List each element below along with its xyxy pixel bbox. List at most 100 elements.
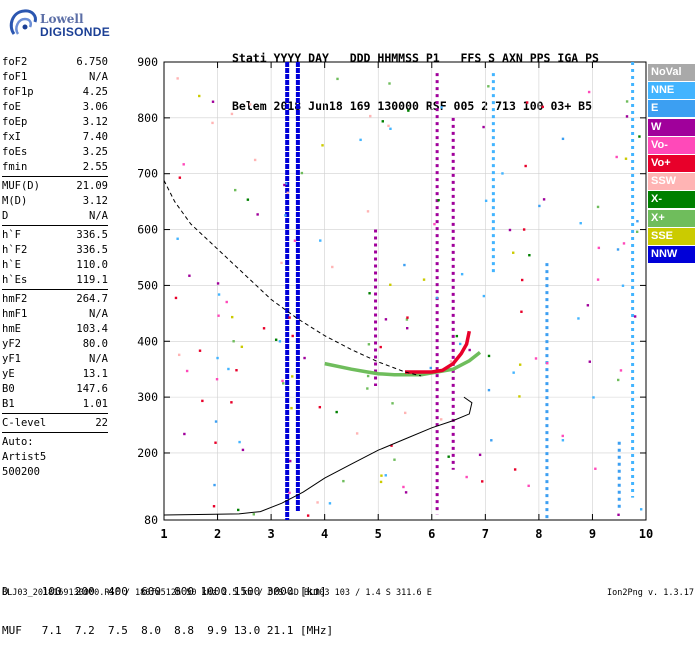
param-row: C-level 22 — [2, 416, 108, 431]
muf-table: D 100 200 400 600 800 1000 1500 3000 [km… — [2, 559, 333, 650]
echo-dot — [342, 479, 345, 483]
echo-dot — [520, 310, 523, 313]
echo-dot — [388, 82, 391, 85]
echo-dot — [284, 214, 287, 217]
echo-dot — [281, 379, 284, 383]
param-value: 3.12 — [82, 195, 108, 207]
param-name: fxI — [2, 131, 21, 143]
echo-dot — [597, 246, 601, 250]
header-line-2: Belem 2018 Jun18 169 130000 RSF 005 2 71… — [232, 99, 593, 113]
echo-dot — [291, 375, 294, 378]
echo-dot — [440, 418, 443, 421]
echo-dot — [215, 378, 219, 381]
muf-table-muf-row: MUF 7.1 7.2 7.5 8.0 8.8 9.9 13.0 21.1 [M… — [2, 624, 334, 637]
echo-dot — [617, 378, 620, 382]
echo-dot — [280, 261, 283, 265]
echo-dot — [561, 439, 565, 442]
echo-dot — [384, 474, 387, 477]
echo-dot — [198, 349, 202, 352]
echo-dot — [622, 242, 626, 245]
echo-dot — [513, 468, 517, 471]
echo-dot — [592, 396, 595, 399]
echo-dot — [384, 318, 388, 321]
echo-dot — [546, 361, 549, 365]
param-row: foF1 N/A — [2, 70, 108, 85]
echo-dot — [328, 502, 332, 505]
echo-dot — [487, 85, 490, 88]
param-row: h`E 110.0 — [2, 258, 108, 273]
param-name: M(D) — [2, 195, 28, 207]
echo-dot — [288, 316, 291, 319]
scaled-parameters-panel: foF2 6.750 foF1 N/A foF1p 4.25 foE 3.06 foEp 3.12… — [2, 55, 108, 480]
echo-dot — [635, 230, 639, 234]
echo-dot — [403, 411, 407, 415]
echo-dot — [484, 199, 488, 203]
param-row: hmF1 N/A — [2, 307, 108, 322]
legend-item-noval: NoVal — [648, 64, 695, 81]
echo-dot — [366, 210, 370, 213]
param-row: fxI 7.40 — [2, 130, 108, 145]
echo-dot — [359, 138, 362, 142]
param-value: 119.1 — [76, 274, 108, 286]
echo-dot — [381, 120, 384, 123]
echo-dot — [233, 188, 237, 192]
legend-item-nne: NNE — [648, 82, 695, 100]
echo-dot — [455, 334, 459, 338]
echo-dot — [291, 334, 294, 338]
echo-dot — [541, 105, 544, 109]
echo-dot — [253, 158, 257, 162]
x-tick-label: 10 — [639, 527, 653, 541]
echo-dot — [435, 296, 439, 300]
echo-dot — [460, 272, 464, 276]
param-value: 2.55 — [82, 161, 108, 173]
echo-dot — [406, 316, 409, 319]
echo-dot — [487, 388, 491, 392]
legend-item-ssw: SSW — [648, 173, 695, 191]
param-separator — [2, 225, 108, 226]
echo-dot — [617, 513, 620, 516]
y-tick-label: 600 — [137, 223, 158, 237]
legend-item-x: X+ — [648, 209, 695, 227]
echo-dot — [482, 294, 486, 298]
param-row: h`Es 119.1 — [2, 273, 108, 288]
x-tick-label: 5 — [375, 527, 382, 541]
param-row: M(D) 3.12 — [2, 194, 108, 209]
y-tick-label: 80 — [144, 513, 158, 527]
ionogram-chart: 1 2 3 4 5 6 7 8 9 10 80 200 300 400 500 600 700 800 900 — [137, 55, 653, 541]
param-name: foF2 — [2, 56, 28, 68]
param-name: h`F — [2, 229, 21, 241]
echo-dot — [586, 304, 590, 307]
echo-dot — [303, 356, 306, 360]
param-name: h`E — [2, 259, 21, 271]
x-tick-label: 3 — [267, 527, 274, 541]
echo-dot — [379, 480, 383, 484]
param-value: N/A — [89, 353, 108, 365]
echo-dot — [241, 448, 245, 452]
echo-dot — [390, 444, 393, 447]
param-row: foEs 3.25 — [2, 145, 108, 160]
echo-dot — [387, 124, 390, 128]
param-value: 3.25 — [82, 146, 108, 158]
param-name: h`Es — [2, 274, 28, 286]
param-value: 3.06 — [82, 101, 108, 113]
echo-dot — [615, 155, 618, 159]
color-legend: NoVal NNE E W Vo- Vo+ SSW X- X+ SSE NNW — [648, 64, 695, 264]
echo-dot — [596, 205, 600, 209]
echo-dot — [561, 137, 565, 141]
echo-dot — [177, 353, 181, 357]
echo-dot — [240, 345, 244, 349]
echo-dot — [262, 327, 266, 330]
param-name: foEs — [2, 146, 28, 158]
echo-dot — [290, 406, 293, 410]
echo-dot — [366, 374, 370, 378]
param-row: foE 3.06 — [2, 100, 108, 115]
param-value: 3.12 — [82, 116, 108, 128]
x-tick-label: 8 — [535, 527, 542, 541]
param-name: h`F2 — [2, 244, 28, 256]
echo-dot — [213, 483, 216, 487]
param-value: 110.0 — [76, 259, 108, 271]
x-tick-label: 6 — [428, 527, 435, 541]
param-name: yF2 — [2, 338, 21, 350]
footer-file-info: BLJ03_2018169130000.RSF / 180fx512h 50 k… — [2, 588, 432, 598]
x-tick-label: 9 — [589, 527, 596, 541]
